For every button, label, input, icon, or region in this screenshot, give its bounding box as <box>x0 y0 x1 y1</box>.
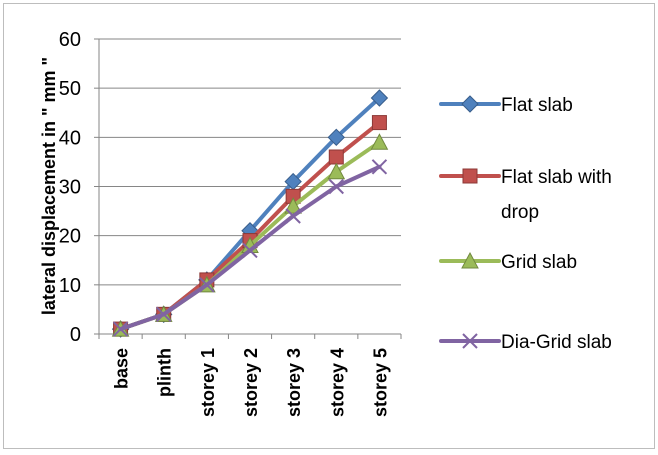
y-tick-label-10: 10 <box>59 275 81 297</box>
x-tick-label: storey 5 <box>370 348 390 417</box>
data-point <box>112 321 129 337</box>
legend-entry-3: Dia-Grid slab <box>439 332 612 353</box>
chart-frame: 0 10 20 30 40 50 60 base plinth storey 1 storey 2… <box>3 3 655 449</box>
y-tick-label-20: 20 <box>59 226 81 248</box>
line-chart: 0 10 20 30 40 50 60 base plinth storey 1 storey 2… <box>39 29 612 417</box>
marker-triangle <box>461 251 479 269</box>
marker-x-stroke <box>462 333 478 349</box>
data-point <box>370 89 389 107</box>
x-tick-label: base <box>112 348 132 389</box>
marker-x-stroke <box>242 242 258 259</box>
data-point <box>242 242 258 259</box>
legend-label: Grid slab <box>501 252 577 273</box>
data-point <box>327 128 345 147</box>
data-point <box>199 277 215 293</box>
marker-x-stroke <box>199 277 215 293</box>
marker-x-stroke <box>156 306 172 323</box>
legend-label: drop <box>501 202 539 223</box>
legend: Flat slab Flat slab with drop Grid slab Dia-… <box>439 95 612 353</box>
x-tick-label: storey 4 <box>327 348 347 417</box>
y-tick-label-40: 40 <box>59 127 81 149</box>
marker-x-stroke <box>371 159 388 175</box>
marker-x-stroke <box>112 321 129 337</box>
data-point <box>327 162 346 180</box>
series-line <box>118 96 382 332</box>
y-tick-label-50: 50 <box>59 78 81 100</box>
y-tick-labels: 0 10 20 30 40 50 60 <box>59 29 81 346</box>
marker-x-stroke <box>285 208 301 224</box>
series-3 <box>112 159 388 337</box>
y-tick-label-0: 0 <box>70 324 81 346</box>
data-point <box>285 208 301 224</box>
data-point <box>328 149 344 165</box>
legend-entry-2: Grid slab <box>439 251 577 273</box>
axes <box>94 38 402 339</box>
gridlines <box>99 38 401 286</box>
legend-label: Flat slab with <box>501 167 612 188</box>
marker-diamond <box>461 95 479 113</box>
data-point <box>371 159 388 175</box>
y-tick-label-30: 30 <box>59 177 81 199</box>
x-tick-label: storey 2 <box>241 348 261 417</box>
data-point <box>328 178 344 195</box>
marker-x <box>462 333 478 349</box>
legend-label: Dia-Grid slab <box>501 332 612 353</box>
x-tick-labels: base plinth storey 1 storey 2 storey 3 storey… <box>112 348 391 417</box>
data-point <box>284 197 302 214</box>
y-axis-title: lateral displacement in " mm " <box>39 57 59 315</box>
legend-entry-1: Flat slab with drop <box>439 167 612 223</box>
legend-entry-0: Flat slab <box>439 95 573 116</box>
series-0 <box>111 89 389 338</box>
x-tick-label: storey 3 <box>284 348 304 417</box>
data-point <box>371 115 387 131</box>
x-tick-label: storey 1 <box>198 348 218 417</box>
data-point <box>156 306 172 323</box>
marker-x-stroke <box>328 178 344 195</box>
marker-square <box>462 168 478 184</box>
y-tick-label-60: 60 <box>59 29 81 51</box>
x-tick-label: plinth <box>155 348 175 397</box>
series-layer <box>111 89 389 338</box>
legend-label: Flat slab <box>501 95 573 116</box>
data-point <box>370 133 389 150</box>
